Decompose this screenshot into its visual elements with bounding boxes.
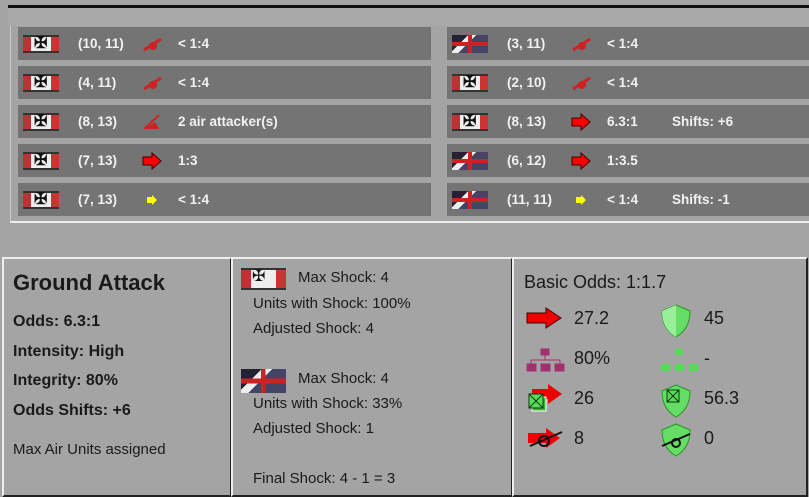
defender-units-value: 56.3 bbox=[704, 388, 740, 408]
german-flag-icon bbox=[23, 150, 59, 170]
attacker-max-shock: Max Shock: 4 bbox=[298, 269, 389, 286]
shock-panel: Max Shock: 4 Units with Shock: 100% Adju… bbox=[231, 257, 513, 497]
allied-flag-icon bbox=[452, 190, 488, 209]
defender-units-icon bbox=[661, 384, 691, 418]
defender-artillery-value: 0 bbox=[704, 428, 715, 448]
german-flag-icon bbox=[452, 111, 488, 131]
hex-coord: (8, 13) bbox=[507, 114, 547, 129]
hex-coord: (3, 11) bbox=[507, 36, 546, 51]
attack-list: (10, 11) < 1:4 (4, 11) < 1:4 (8, 13) 2 a… bbox=[10, 26, 809, 223]
odds-text: 6.3:1 bbox=[607, 114, 638, 129]
odds-text: 1:3 bbox=[178, 153, 198, 168]
air-note: Max Air Units assigned bbox=[13, 441, 166, 458]
defense-value: 45 bbox=[704, 308, 725, 328]
panel-title: Ground Attack bbox=[13, 270, 165, 295]
hex-coord: (8, 13) bbox=[78, 114, 118, 129]
header-band bbox=[8, 8, 809, 26]
top-divider bbox=[8, 5, 809, 8]
attack-row[interactable]: (6, 12) 1:3.5 bbox=[447, 144, 809, 177]
basic-odds-panel: Basic Odds: 1:1.7 27.2 45 80% - 26 56.3 … bbox=[512, 257, 808, 497]
attack-row[interactable]: (10, 11) < 1:4 bbox=[18, 27, 431, 60]
summary-panel: Ground Attack Odds: 6.3:1 Intensity: Hig… bbox=[2, 257, 232, 497]
odds-text: < 1:4 bbox=[178, 36, 210, 51]
odds-text: 2 air attacker(s) bbox=[178, 114, 278, 129]
artillery-icon bbox=[141, 35, 163, 53]
attack-row[interactable]: (11, 11) < 1:4 Shifts: -1 bbox=[447, 183, 809, 216]
red-arrow-icon bbox=[570, 151, 592, 170]
attacker-integrity-value: 80% bbox=[574, 348, 611, 368]
odds-text: 1:3.5 bbox=[607, 153, 638, 168]
hex-coord: (11, 11) bbox=[507, 192, 553, 207]
german-flag-icon bbox=[23, 72, 59, 92]
attacker-units-icon bbox=[528, 384, 562, 412]
defender-max-shock: Max Shock: 4 bbox=[298, 370, 389, 387]
hex-coord: (6, 12) bbox=[507, 153, 547, 168]
allied-flag-icon bbox=[452, 151, 488, 170]
german-flag-icon bbox=[23, 111, 59, 131]
yellow-arrow-icon bbox=[141, 191, 163, 209]
defender-units-shock: Units with Shock: 33% bbox=[253, 395, 403, 412]
attacker-adjusted-shock: Adjusted Shock: 4 bbox=[253, 320, 374, 337]
basic-odds: Basic Odds: 1:1.7 bbox=[524, 272, 667, 292]
attacker-artillery-icon bbox=[528, 428, 563, 448]
hex-coord: (10, 11) bbox=[78, 36, 124, 51]
air-attack-icon bbox=[141, 113, 163, 131]
odds-text: < 1:4 bbox=[178, 75, 210, 90]
attack-row[interactable]: (7, 13) < 1:4 bbox=[18, 183, 431, 216]
attacker-org-icon bbox=[526, 348, 565, 372]
odds-shifts: Odds Shifts: +6 bbox=[13, 402, 131, 419]
hex-coord: (2, 10) bbox=[507, 75, 547, 90]
integrity: Integrity: 80% bbox=[13, 372, 118, 389]
german-flag-icon bbox=[241, 266, 286, 290]
defender-adjusted-shock: Adjusted Shock: 1 bbox=[253, 420, 374, 437]
intensity: Intensity: High bbox=[13, 343, 125, 360]
attack-arrow-icon bbox=[526, 307, 562, 329]
hex-coord: (7, 13) bbox=[78, 192, 118, 207]
german-flag-icon bbox=[452, 72, 488, 92]
shifts-text: Shifts: -1 bbox=[672, 192, 730, 207]
odds-text: < 1:4 bbox=[607, 36, 639, 51]
defense-shield-icon bbox=[661, 304, 691, 338]
odds-text: < 1:4 bbox=[178, 192, 210, 207]
artillery-icon bbox=[570, 74, 592, 92]
allied-flag-icon bbox=[452, 34, 488, 53]
hex-coord: (7, 13) bbox=[78, 153, 118, 168]
odds-text: < 1:4 bbox=[607, 192, 639, 207]
attack-row[interactable]: (7, 13) 1:3 bbox=[18, 144, 431, 177]
attack-row[interactable]: (4, 11) < 1:4 bbox=[18, 66, 431, 99]
attack-row[interactable]: (3, 11) < 1:4 bbox=[447, 27, 809, 60]
red-arrow-icon bbox=[141, 151, 163, 170]
odds-text: < 1:4 bbox=[607, 75, 639, 90]
defender-integrity-value: - bbox=[704, 348, 710, 368]
hex-coord: (4, 11) bbox=[78, 75, 117, 90]
allied-flag-icon bbox=[241, 369, 286, 393]
final-shock: Final Shock: 4 - 1 = 3 bbox=[253, 470, 396, 487]
attack-row[interactable]: (8, 13) 2 air attacker(s) bbox=[18, 105, 431, 138]
odds: Odds: 6.3:1 bbox=[13, 313, 101, 330]
yellow-arrow-icon bbox=[570, 191, 592, 209]
german-flag-icon bbox=[23, 33, 59, 53]
defender-org-icon bbox=[661, 348, 698, 371]
attack-row[interactable]: (2, 10) < 1:4 bbox=[447, 66, 809, 99]
red-arrow-icon bbox=[570, 112, 592, 131]
shifts-text: Shifts: +6 bbox=[672, 114, 734, 129]
german-flag-icon bbox=[23, 189, 59, 209]
artillery-icon bbox=[141, 74, 163, 92]
attacker-units-value: 26 bbox=[574, 388, 595, 408]
attack-value: 27.2 bbox=[574, 308, 610, 328]
attack-row[interactable]: (8, 13) 6.3:1 Shifts: +6 bbox=[447, 105, 809, 138]
attacker-units-shock: Units with Shock: 100% bbox=[253, 295, 411, 312]
defender-artillery-icon bbox=[661, 423, 691, 457]
attacker-artillery-value: 8 bbox=[574, 428, 585, 448]
artillery-icon bbox=[570, 35, 592, 53]
